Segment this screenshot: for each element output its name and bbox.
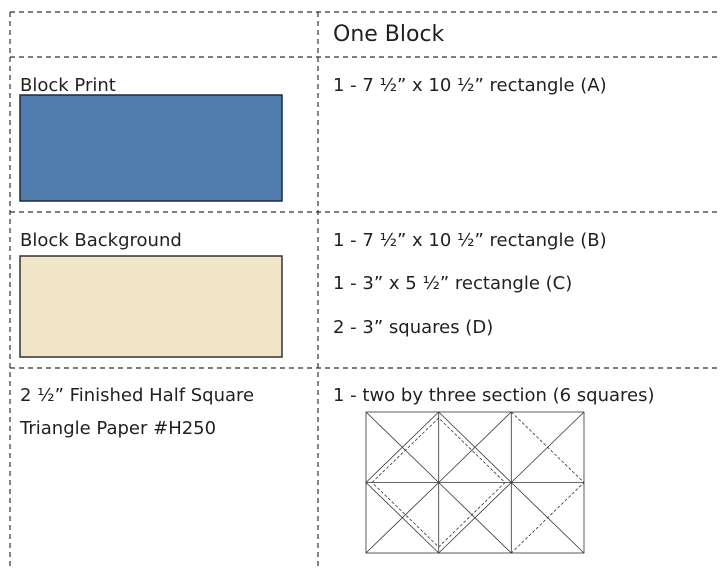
row-label: 2 ½” Finished Half Square <box>20 385 255 406</box>
row-label: Block Print <box>20 75 116 96</box>
background-swatch <box>19 255 283 358</box>
cut-instruction: 2 - 3” squares (D) <box>333 317 494 338</box>
row-label: Triangle Paper #H250 <box>20 418 217 439</box>
cut-instruction: 1 - 3” x 5 ½” rectangle (C) <box>333 273 573 294</box>
print-swatch <box>19 94 283 202</box>
row-label: Block Background <box>20 230 182 251</box>
cut-instruction: 1 - 7 ½” x 10 ½” rectangle (B) <box>333 230 607 251</box>
cut-instruction: 1 - two by three section (6 squares) <box>333 385 655 406</box>
column-header: One Block <box>333 22 445 47</box>
triangle-paper <box>365 411 585 554</box>
cut-instruction: 1 - 7 ½” x 10 ½” rectangle (A) <box>333 75 607 96</box>
